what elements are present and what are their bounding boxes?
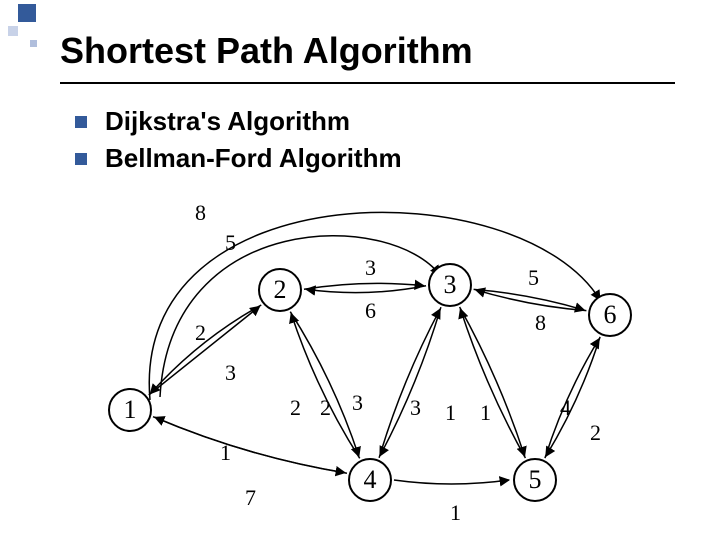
edge-weight: 2: [590, 420, 601, 446]
edge-weight: 8: [535, 310, 546, 336]
edge-weight: 5: [528, 265, 539, 291]
list-item: Bellman-Ford Algorithm: [75, 143, 402, 174]
edge-weight: 5: [225, 230, 236, 256]
edge-weight: 8: [195, 200, 206, 226]
edge-weight: 3: [410, 395, 421, 421]
edge-weight: 3: [365, 255, 376, 281]
edge-weight: 1: [220, 440, 231, 466]
page-title: Shortest Path Algorithm: [60, 30, 473, 72]
edge-weight: 2: [290, 395, 301, 421]
bullet-list: Dijkstra's Algorithm Bellman-Ford Algori…: [75, 100, 402, 180]
edge-weight: 3: [352, 390, 363, 416]
graph-diagram: 8523173622335811124123456: [90, 200, 650, 520]
graph-node: 2: [258, 268, 302, 312]
edge-weight: 4: [560, 395, 571, 421]
list-item: Dijkstra's Algorithm: [75, 106, 402, 137]
bullet-icon: [75, 116, 87, 128]
bullet-text: Dijkstra's Algorithm: [105, 106, 350, 137]
bullet-icon: [75, 153, 87, 165]
graph-node: 5: [513, 458, 557, 502]
edge-weight: 1: [445, 400, 456, 426]
edge-weight: 1: [480, 400, 491, 426]
title-underline: [60, 82, 675, 84]
graph-node: 4: [348, 458, 392, 502]
edge-weight: 2: [195, 320, 206, 346]
slide-corner-decoration: [0, 0, 50, 60]
edge-weight: 7: [245, 485, 256, 511]
edge-weight: 3: [225, 360, 236, 386]
graph-node: 1: [108, 388, 152, 432]
edge-weight: 1: [450, 500, 461, 526]
edge-weight: 2: [320, 395, 331, 421]
bullet-text: Bellman-Ford Algorithm: [105, 143, 402, 174]
graph-node: 3: [428, 263, 472, 307]
edge-weight: 6: [365, 298, 376, 324]
graph-node: 6: [588, 293, 632, 337]
